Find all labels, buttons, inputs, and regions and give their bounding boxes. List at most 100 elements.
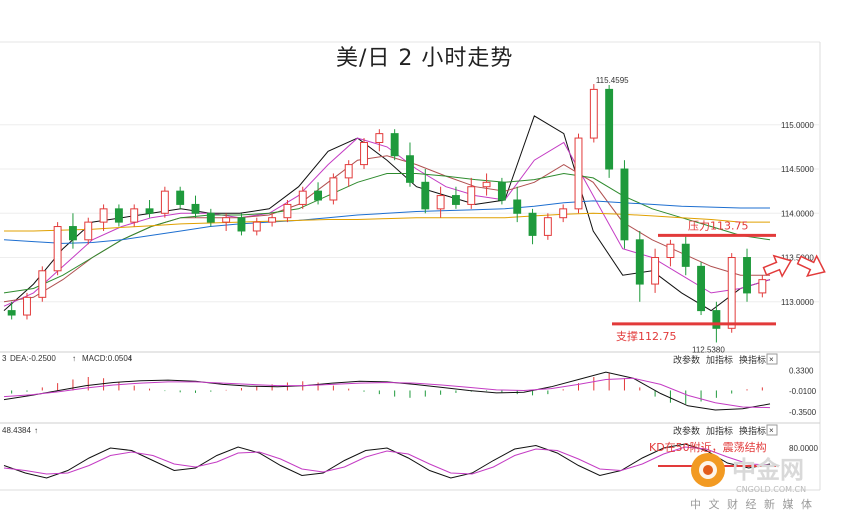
- forecast-arrow-down-right: [796, 254, 826, 278]
- candlestick-series: [7, 84, 767, 343]
- low-price-label: 112.5380: [692, 346, 725, 355]
- candle-body: [130, 208, 139, 223]
- price-tick-label: 114.0000: [781, 209, 814, 218]
- candle-body: [574, 137, 583, 210]
- kd-note: KD在50附近，震荡结构: [649, 440, 767, 454]
- candle-body: [559, 208, 568, 219]
- candle-body: [620, 168, 629, 241]
- candle-body: [743, 257, 751, 294]
- macd-tick-label: 0.3300: [789, 366, 814, 375]
- price-axis: 113.0000 113.5000 114.0000 114.5000 115.0000: [781, 121, 814, 307]
- moving-average-line: [4, 212, 770, 232]
- candle-body: [497, 181, 506, 201]
- macd-panel-prefix: 3: [2, 354, 7, 363]
- watermark-logo: 中金网 CNGOLD.COM.CN 中 文 财 经 新 媒 体: [690, 453, 814, 511]
- candle-body: [697, 265, 706, 312]
- candle-body: [436, 195, 445, 210]
- macd-switch-indicator-button[interactable]: 换指标: [739, 354, 766, 366]
- kd-axis: 80.0000: [789, 444, 818, 453]
- macd-line: [3, 377, 771, 409]
- kd-lines: [3, 443, 771, 479]
- macd-tick-label: -0.0100: [789, 387, 817, 396]
- candle-body: [467, 186, 476, 205]
- watermark-url: CNGOLD.COM.CN: [736, 485, 806, 494]
- kd-line: [3, 443, 771, 479]
- candle-body: [635, 239, 644, 285]
- kd-panel-menu: 改参数 加指标 换指标 ×: [673, 424, 778, 437]
- candle-body: [298, 190, 307, 205]
- kd-tick-label: 80.0000: [789, 444, 818, 453]
- kd-close-icon: ×: [769, 426, 774, 435]
- candle-body: [727, 257, 736, 329]
- candle-body: [84, 221, 93, 241]
- kd-line: [3, 446, 771, 475]
- candle-body: [283, 203, 292, 219]
- candle-body: [268, 217, 277, 223]
- candle-body: [7, 310, 16, 316]
- moving-average-line: [3, 172, 771, 294]
- candle-body: [543, 217, 552, 236]
- candle-body: [712, 310, 721, 329]
- candle-body: [114, 208, 123, 223]
- candle-body: [38, 270, 47, 298]
- candle-body: [314, 190, 323, 201]
- candle-body: [406, 155, 414, 183]
- kd-up-arrow: ↑: [34, 426, 38, 435]
- candle-body: [23, 296, 31, 316]
- support-label: 支撑112.75: [616, 329, 677, 343]
- candle-body: [528, 212, 537, 236]
- candle-body: [666, 243, 675, 259]
- candle-body: [99, 208, 108, 223]
- candle-body: [252, 221, 261, 232]
- kd-close-button[interactable]: [766, 424, 778, 436]
- candle-body: [360, 141, 368, 166]
- macd-change-params-button[interactable]: 改参数: [673, 354, 700, 366]
- kd-switch-indicator-button[interactable]: 换指标: [739, 425, 766, 437]
- macd-add-indicator-button[interactable]: 加指标: [706, 354, 733, 366]
- price-tick-label: 114.5000: [781, 165, 814, 174]
- price-tick-label: 113.5000: [781, 254, 814, 263]
- page-title: 美/日 2 小时走势: [336, 46, 514, 71]
- macd-up-arrow: ↑: [72, 354, 76, 363]
- price-tick-label: 115.0000: [781, 121, 814, 130]
- kd-value: 48.4384: [2, 426, 31, 435]
- macd-axis: 0.3300 -0.0100 -0.3500: [789, 366, 817, 417]
- candle-body: [390, 133, 399, 157]
- candle-body: [222, 217, 231, 223]
- price-tick-label: 113.0000: [781, 298, 814, 307]
- moving-average-line: [3, 200, 770, 244]
- candle-body: [589, 88, 598, 139]
- candle-body: [421, 181, 430, 210]
- resistance-label: 压力113.75: [688, 219, 749, 232]
- kd-change-params-button[interactable]: 改参数: [673, 425, 700, 437]
- candle-body: [513, 199, 522, 214]
- candle-body: [482, 181, 491, 188]
- candle-body: [53, 226, 62, 272]
- kd-add-indicator-button[interactable]: 加指标: [706, 425, 733, 437]
- macd-dea-value: DEA:-0.2500: [10, 354, 56, 363]
- macd-tick-label: -0.3500: [789, 408, 817, 417]
- candle-body: [451, 195, 460, 205]
- candle-body: [206, 212, 215, 223]
- watermark-brand: 中金网: [732, 456, 804, 484]
- candle-body: [758, 279, 767, 294]
- candle-body: [68, 226, 77, 241]
- candle-body: [344, 164, 353, 179]
- candle-body: [681, 243, 690, 267]
- candle-body: [237, 217, 246, 232]
- macd-close-button[interactable]: [766, 353, 778, 365]
- macd-value: MACD:0.0504: [82, 354, 133, 363]
- macd-up-arrow-2: ↑: [128, 354, 132, 363]
- candle-body: [605, 88, 614, 170]
- candle-body: [375, 133, 384, 143]
- candle-body: [145, 208, 154, 214]
- high-price-label: 115.4595: [596, 76, 629, 85]
- candle-body: [191, 203, 200, 214]
- macd-line: [3, 371, 771, 411]
- watermark-tagline: 中 文 财 经 新 媒 体: [690, 497, 814, 511]
- macd-close-icon: ×: [769, 355, 774, 364]
- candle-body: [160, 190, 169, 214]
- candle-body: [651, 257, 660, 285]
- macd-histogram: [11, 373, 763, 404]
